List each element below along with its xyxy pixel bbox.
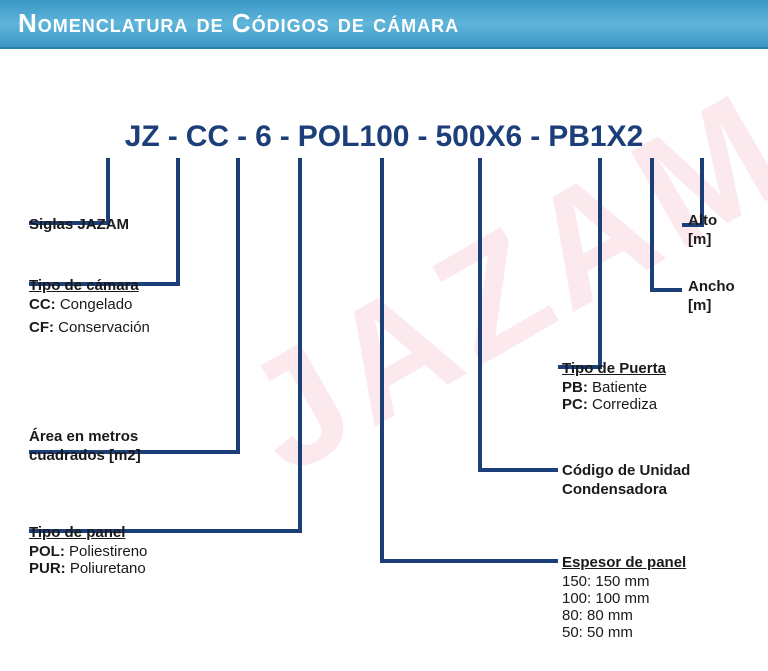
espesor-r2: 100: 100 mm [562, 590, 686, 607]
espesor-r1: 150: 150 mm [562, 573, 686, 590]
tipo-camara-title: Tipo de cámara [29, 277, 150, 294]
cond-l1: Código de Unidad [562, 462, 690, 479]
dash: - [231, 120, 253, 153]
code-seg-6: 6 [253, 120, 274, 153]
tipo-panel-title: Tipo de panel [29, 524, 147, 541]
block-alto: Alto [m] [688, 212, 717, 250]
ancho-l2: [m] [688, 297, 735, 314]
code-seg-500x6: 500X6 [433, 120, 524, 153]
block-tipo-puerta: Tipo de Puerta PB: Batiente PC: Corrediz… [562, 360, 666, 413]
tipo-panel-row-pol: POL: Poliestireno [29, 543, 147, 560]
cond-l2: Condensadora [562, 481, 690, 498]
code-seg-pb1x2: PB1X2 [546, 120, 645, 153]
dash: - [162, 120, 184, 153]
block-codigo-condensadora: Código de Unidad Condensadora [562, 462, 690, 500]
block-tipo-panel: Tipo de panel POL: Poliestireno PUR: Pol… [29, 524, 147, 577]
dash: - [274, 120, 296, 153]
area-line2: cuadrados [m2] [29, 447, 141, 464]
tipo-puerta-title: Tipo de Puerta [562, 360, 666, 377]
code-seg-cc: CC [184, 120, 231, 153]
block-siglas: Siglas JAZAM [29, 216, 129, 235]
block-area: Área en metros cuadrados [m2] [29, 428, 141, 466]
code-seg-jz: JZ [123, 120, 162, 153]
tipo-panel-row-pur: PUR: Poliuretano [29, 560, 147, 577]
tipo-camara-row-cf: CF: Conservación [29, 319, 150, 336]
alto-l1: Alto [688, 212, 717, 229]
tipo-camara-row-cc: CC: Congelado [29, 296, 150, 313]
header-bar: Nomenclatura de Códigos de cámara [0, 0, 768, 49]
header-title: Nomenclatura de Códigos de cámara [18, 8, 459, 38]
espesor-r4: 50: 50 mm [562, 624, 686, 641]
dash: - [411, 120, 433, 153]
tipo-puerta-row-pc: PC: Corrediza [562, 396, 666, 413]
dash: - [524, 120, 546, 153]
alto-l2: [m] [688, 231, 717, 248]
block-ancho: Ancho [m] [688, 278, 735, 316]
espesor-r3: 80: 80 mm [562, 607, 686, 624]
tipo-puerta-row-pb: PB: Batiente [562, 379, 666, 396]
siglas-title: Siglas JAZAM [29, 216, 129, 233]
espesor-title: Espesor de panel [562, 554, 686, 571]
code-line: JZ-CC-6-POL100-500X6-PB1X2 [0, 120, 768, 154]
ancho-l1: Ancho [688, 278, 735, 295]
block-espesor: Espesor de panel 150: 150 mm 100: 100 mm… [562, 554, 686, 641]
block-tipo-camara: Tipo de cámara CC: Congelado CF: Conserv… [29, 277, 150, 336]
code-seg-pol100: POL100 [296, 120, 412, 153]
area-line1: Área en metros [29, 428, 141, 445]
